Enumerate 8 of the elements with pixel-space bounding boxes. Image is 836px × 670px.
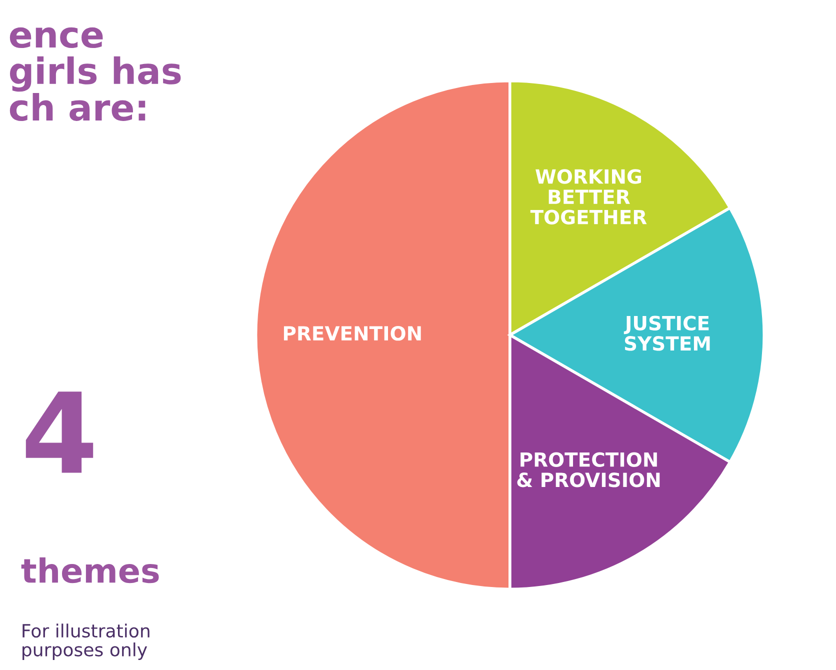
slice-label: WORKING BETTER TOGETHER (530, 169, 647, 224)
chart-title: ence girls has ch are: (10, 27, 181, 121)
text: themes (21, 557, 159, 584)
slice-label: PROTECTION & PROVISION (517, 452, 660, 488)
slice-label: PREVENTION (284, 326, 421, 341)
text: 4 (26, 392, 94, 473)
slice-label: JUSTICE SYSTEM (624, 316, 710, 351)
text: For illustration purposes only (22, 624, 150, 660)
